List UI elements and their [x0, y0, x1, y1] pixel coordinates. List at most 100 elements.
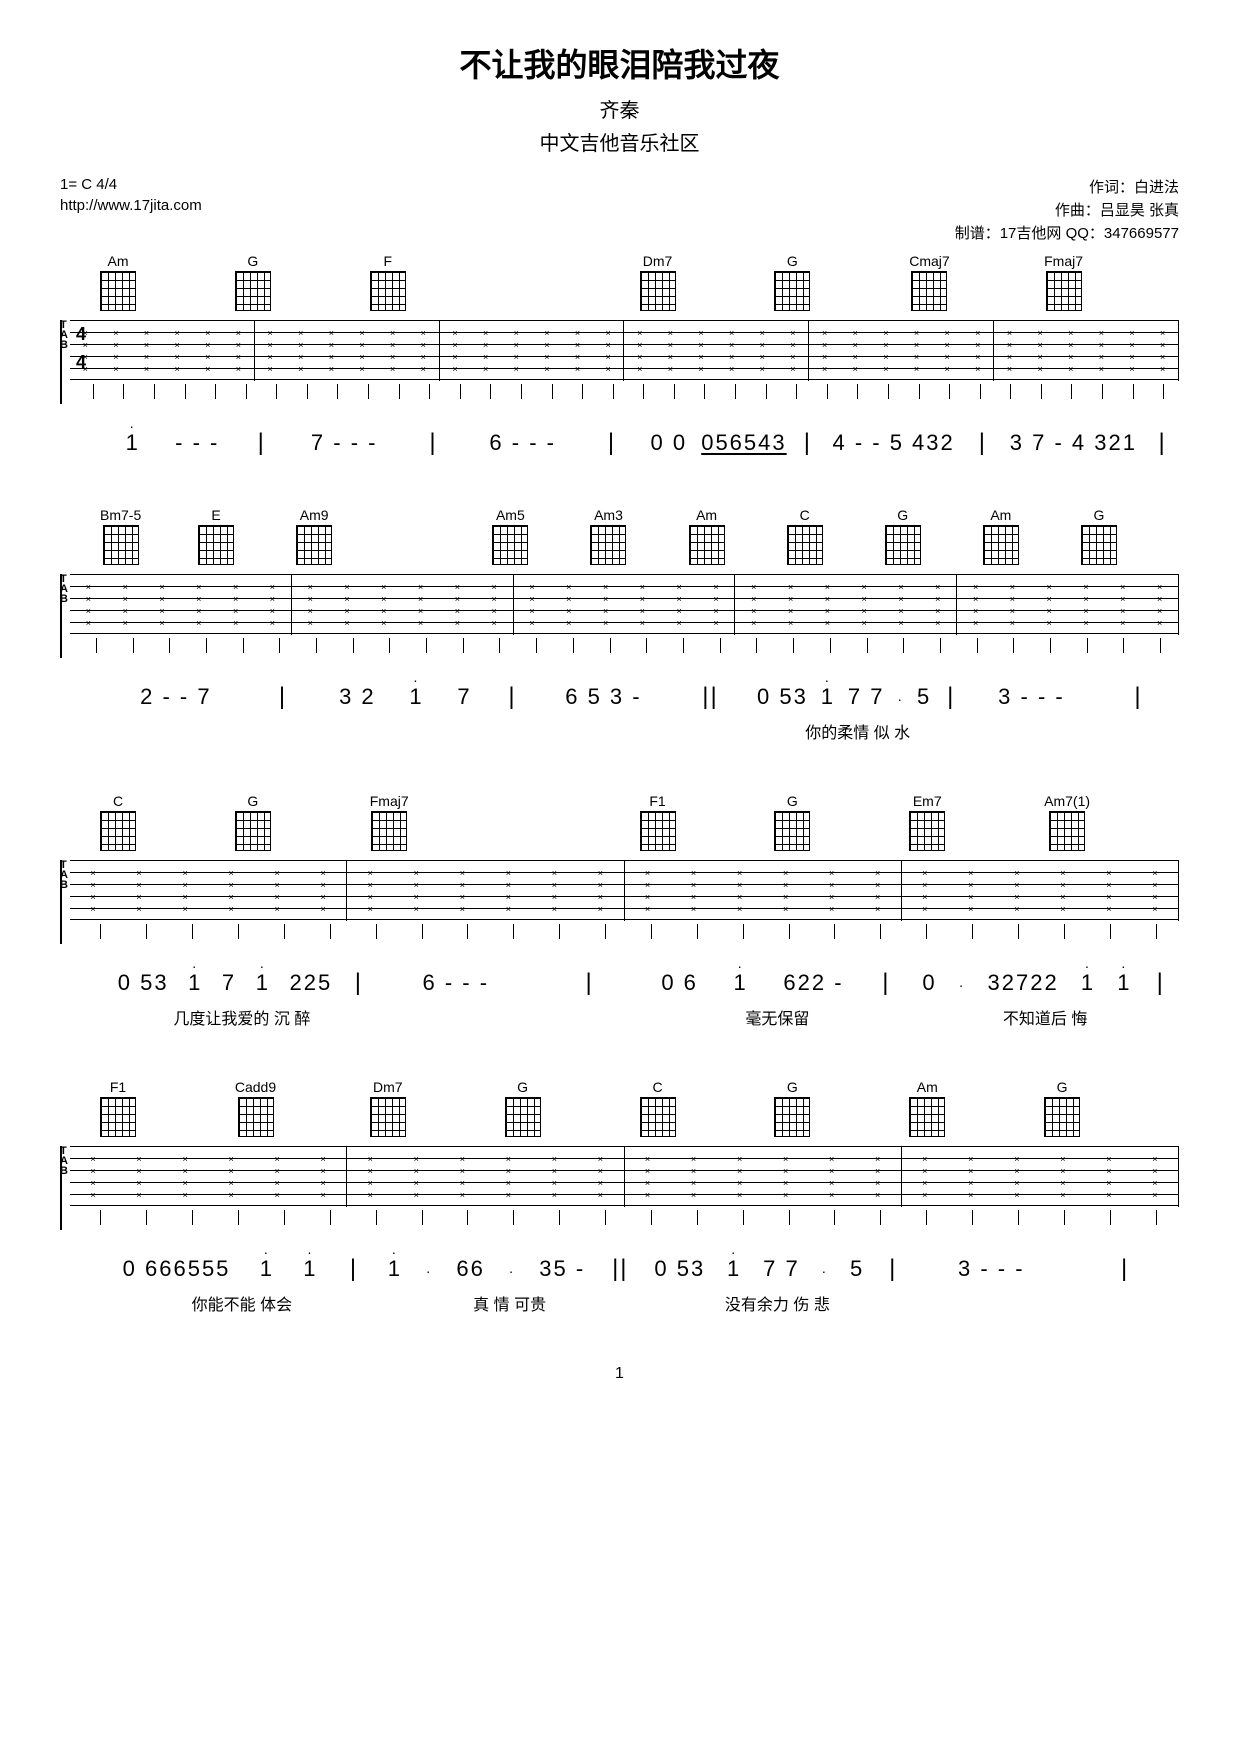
rhythm-stem: [651, 924, 652, 939]
rhythm-stem: [422, 1210, 423, 1225]
chord-name-label: G: [505, 1079, 541, 1095]
rhythm-stem: [353, 638, 354, 653]
chord-grid: [640, 1097, 676, 1137]
rhythm-stem: [867, 638, 868, 653]
rhythm-stem: [605, 1210, 606, 1225]
strum-column: ××××: [1152, 867, 1157, 915]
strum-column: ××××: [236, 327, 241, 375]
rhythm-stem: [376, 924, 377, 939]
lyric-row: 你的柔情 似 水: [60, 719, 1179, 743]
tab-clef-label: TAB: [60, 320, 68, 350]
rhythm-stem: [582, 384, 583, 399]
rhythm-stem: [683, 638, 684, 653]
strum-column: ××××: [460, 867, 465, 915]
strum-column: ××××: [1014, 1153, 1019, 1201]
rhythm-stem: [1064, 1210, 1065, 1225]
lyric-measure: [376, 1005, 644, 1029]
chord-diagram: F: [370, 253, 406, 316]
strum-column: ××××: [783, 1153, 788, 1201]
chord-name-label: C: [100, 793, 136, 809]
barline: |: [1121, 1255, 1129, 1283]
strum-column: ××××: [875, 867, 880, 915]
strum-column: ××××: [677, 581, 682, 629]
rhythm-stem: [426, 638, 427, 653]
chord-grid: [640, 811, 676, 851]
rhythm-stem: [499, 638, 500, 653]
rhythm-stem: [463, 638, 464, 653]
rhythm-stem: [766, 384, 767, 399]
strum-column: ××××: [645, 1153, 650, 1201]
strum-column: ××××: [329, 327, 334, 375]
strum-column: ××××: [944, 327, 949, 375]
chord-diagram: Cmaj7: [909, 253, 949, 316]
chord-diagram: Am: [100, 253, 136, 316]
rhythm-stem: [1133, 384, 1134, 399]
chord-grid: [640, 271, 676, 311]
chord-grid: [590, 525, 626, 565]
chord-name-label: Am: [100, 253, 136, 269]
jianpu-measure: 1·66·35 -||: [376, 1255, 644, 1283]
chord-name-label: C: [640, 1079, 676, 1095]
chord-diagram: C: [100, 793, 136, 856]
strum-column: ××××: [1010, 581, 1015, 629]
strum-column: ××××: [790, 327, 795, 375]
chord-diagram: F1: [640, 793, 676, 856]
chord-name-label: G: [774, 793, 810, 809]
rhythm-stem: [674, 384, 675, 399]
rhythm-stem: [100, 1210, 101, 1225]
chord-grid: [774, 811, 810, 851]
lyric-row: 几度让我爱的 沉 醉毫无保留不知道后 悔: [60, 1005, 1179, 1029]
rhythm-stem: [330, 924, 331, 939]
jianpu-measure: 2 - - 7|: [108, 683, 322, 711]
tab-measure: ××××××××××××××××××××××××: [735, 575, 957, 635]
strum-column: ××××: [275, 1153, 280, 1201]
jianpu-measure: 3 - - -|: [911, 1255, 1179, 1283]
chord-diagram: C: [640, 1079, 676, 1142]
tab-measure: ××××××××××××××××××××××××: [514, 575, 736, 635]
chord-grid: [100, 811, 136, 851]
chord-grid: [370, 271, 406, 311]
rhythm-stem: [536, 638, 537, 653]
chord-grid: [100, 271, 136, 311]
jianpu-row: 0 66655511|1·66·35 -||0 5317 7·5|3 - - -…: [60, 1255, 1179, 1283]
strum-column: ××××: [1129, 327, 1134, 375]
rhythm-stem: [1018, 924, 1019, 939]
rhythm-stem: [146, 924, 147, 939]
chord-diagram: Fmaj7: [370, 793, 409, 856]
rhythm-stem: [743, 1210, 744, 1225]
strum-column: ××××: [452, 327, 457, 375]
rhythm-stem: [559, 924, 560, 939]
strum-column: ××××: [1152, 1153, 1157, 1201]
chord-diagram: G: [235, 793, 271, 856]
chord-diagram: Dm7: [370, 1079, 406, 1142]
strum-column: ××××: [713, 581, 718, 629]
rhythm-stem: [389, 638, 390, 653]
rhythm-stem: [605, 924, 606, 939]
chord-grid: [198, 525, 234, 565]
strum-column: ××××: [922, 867, 927, 915]
tab-block: TAB44×××××××××××××××××××××××××××××××××××…: [60, 320, 1179, 404]
rhythm-stems: [70, 638, 1179, 658]
rhythm-stem: [643, 384, 644, 399]
music-system: C G Fmaj7 F1 G Em7 Am7(1) TAB×××××××××××…: [60, 793, 1179, 1029]
rhythm-stem: [1102, 384, 1103, 399]
rhythm-stem: [467, 1210, 468, 1225]
strum-column: ××××: [825, 581, 830, 629]
strum-column: ××××: [196, 581, 201, 629]
rhythm-stem: [789, 924, 790, 939]
chord-diagram: C: [787, 507, 823, 570]
strum-column: ××××: [144, 327, 149, 375]
jianpu-measure: 0·3272211|: [911, 969, 1179, 997]
tab-measure: ××××××××××××××××××××××××: [809, 321, 994, 381]
rhythm-stem: [1013, 638, 1014, 653]
rhythm-stem: [279, 638, 280, 653]
chord-grid: [1044, 1097, 1080, 1137]
chord-diagram: Cadd9: [235, 1079, 276, 1142]
strum-column: ××××: [637, 327, 642, 375]
page-number: 1: [60, 1365, 1179, 1383]
barline: |: [804, 429, 812, 457]
chord-diagram: Fmaj7: [1044, 253, 1083, 316]
strum-column: ××××: [751, 581, 756, 629]
barline: ||: [702, 683, 718, 711]
chord-name-label: Fmaj7: [1044, 253, 1083, 269]
